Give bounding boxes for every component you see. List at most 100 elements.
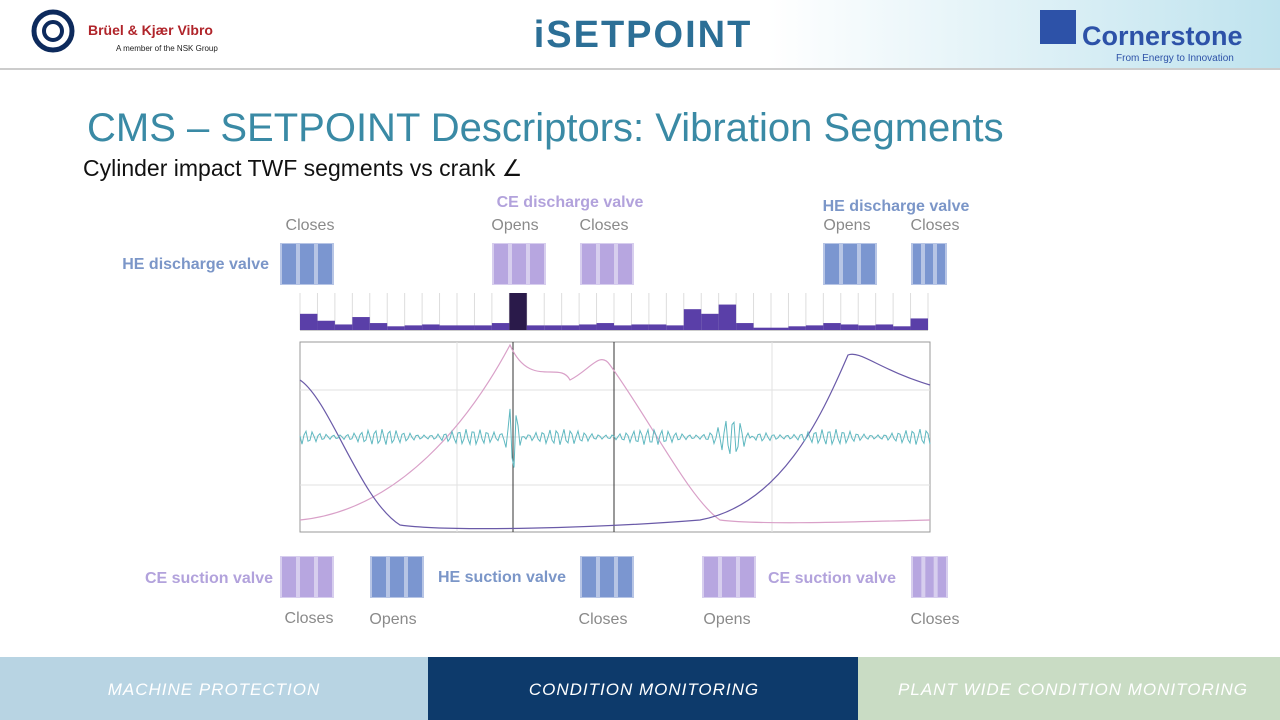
bar xyxy=(422,324,440,330)
bar xyxy=(334,324,353,330)
valve-stripe xyxy=(825,244,839,284)
company-tagline: A member of the NSK Group xyxy=(116,44,218,53)
bar xyxy=(788,326,806,330)
company: Brüel & Kjær Vibro xyxy=(88,22,213,38)
partner: Cornerstone xyxy=(1082,21,1243,51)
partner-logo xyxy=(1040,10,1076,44)
label: Closes xyxy=(911,611,960,628)
bar xyxy=(701,313,719,330)
bar xyxy=(614,325,632,330)
bar xyxy=(457,325,475,330)
valve-stripe xyxy=(494,244,508,284)
valve-stripe xyxy=(913,557,922,597)
bar xyxy=(579,324,597,330)
bar xyxy=(352,317,370,330)
valve-stripe xyxy=(937,557,946,597)
bar xyxy=(875,324,894,330)
valve-stripe xyxy=(600,244,614,284)
valve-stripe xyxy=(704,557,718,597)
label: HE discharge valve xyxy=(122,256,269,273)
bar xyxy=(736,323,754,330)
subtitle: Cylinder impact TWF segments vs crank ∠ xyxy=(83,155,522,181)
valve-stripe xyxy=(372,557,386,597)
logo xyxy=(31,9,75,53)
bar xyxy=(509,293,527,330)
bar xyxy=(648,324,667,330)
bar xyxy=(300,313,318,330)
label: Opens xyxy=(369,611,416,628)
bar xyxy=(683,309,702,330)
valve-stripe xyxy=(300,557,314,597)
label: Closes xyxy=(911,217,960,234)
product: iSETPOINT xyxy=(534,14,753,56)
tab: CONDITION MONITORING xyxy=(529,680,759,699)
bar xyxy=(718,304,737,330)
bar xyxy=(771,327,789,330)
partner-tagline: From Energy to Innovation xyxy=(1116,53,1234,64)
label: Closes xyxy=(579,611,628,628)
valve-stripe xyxy=(600,557,614,597)
bar xyxy=(805,325,824,330)
bar xyxy=(596,323,614,330)
label: HE discharge valve xyxy=(823,198,970,215)
bar xyxy=(893,326,911,330)
valve-stripe xyxy=(861,244,875,284)
bar xyxy=(753,327,771,330)
valve-stripe xyxy=(300,244,314,284)
valve-stripe xyxy=(390,557,404,597)
valve-stripe xyxy=(618,557,632,597)
valve-stripe xyxy=(925,557,934,597)
bar xyxy=(631,324,649,330)
bar xyxy=(910,318,928,330)
valve-stripe xyxy=(618,244,632,284)
tab-bg xyxy=(0,657,428,720)
bar xyxy=(317,320,335,330)
valve-stripe xyxy=(925,244,933,284)
label: Opens xyxy=(491,217,538,234)
label: CE suction valve xyxy=(768,570,896,587)
valve-stripe xyxy=(843,244,857,284)
tab: MACHINE PROTECTION xyxy=(108,680,321,699)
bar xyxy=(666,325,684,330)
tab-bg xyxy=(858,657,1280,720)
bar xyxy=(404,325,423,330)
bar xyxy=(439,325,457,330)
bar xyxy=(526,325,545,330)
bar xyxy=(491,323,510,330)
bar xyxy=(474,325,492,330)
valve-stripe xyxy=(282,244,296,284)
valve-stripe xyxy=(740,557,754,597)
bar xyxy=(369,323,388,330)
bar xyxy=(387,326,405,330)
logo-inner xyxy=(42,20,64,42)
label: Closes xyxy=(580,217,629,234)
vibration-waveform xyxy=(299,408,931,468)
valve-stripe xyxy=(937,244,945,284)
bar xyxy=(840,324,859,330)
tab-bg xyxy=(428,657,858,720)
bar xyxy=(544,325,562,330)
valve-stripe xyxy=(530,244,544,284)
bar xyxy=(823,323,841,330)
label: Closes xyxy=(286,217,335,234)
pressure-curve xyxy=(299,353,931,530)
valve-stripe xyxy=(408,557,422,597)
label: Opens xyxy=(703,611,750,628)
label: CE suction valve xyxy=(145,570,273,587)
bar xyxy=(858,325,876,330)
tab: PLANT WIDE CONDITION MONITORING xyxy=(898,680,1248,699)
valve-stripe xyxy=(582,244,596,284)
bar xyxy=(561,325,580,330)
label: CE discharge valve xyxy=(497,194,644,211)
valve-stripe xyxy=(318,557,332,597)
pressure-curve xyxy=(299,343,931,524)
label: Closes xyxy=(285,610,334,627)
valve-stripe xyxy=(512,244,526,284)
valve-stripe xyxy=(282,557,296,597)
valve-stripe xyxy=(318,244,332,284)
valve-stripe xyxy=(582,557,596,597)
valve-stripe xyxy=(722,557,736,597)
title: CMS – SETPOINT Descriptors: Vibration Se… xyxy=(87,106,1004,150)
